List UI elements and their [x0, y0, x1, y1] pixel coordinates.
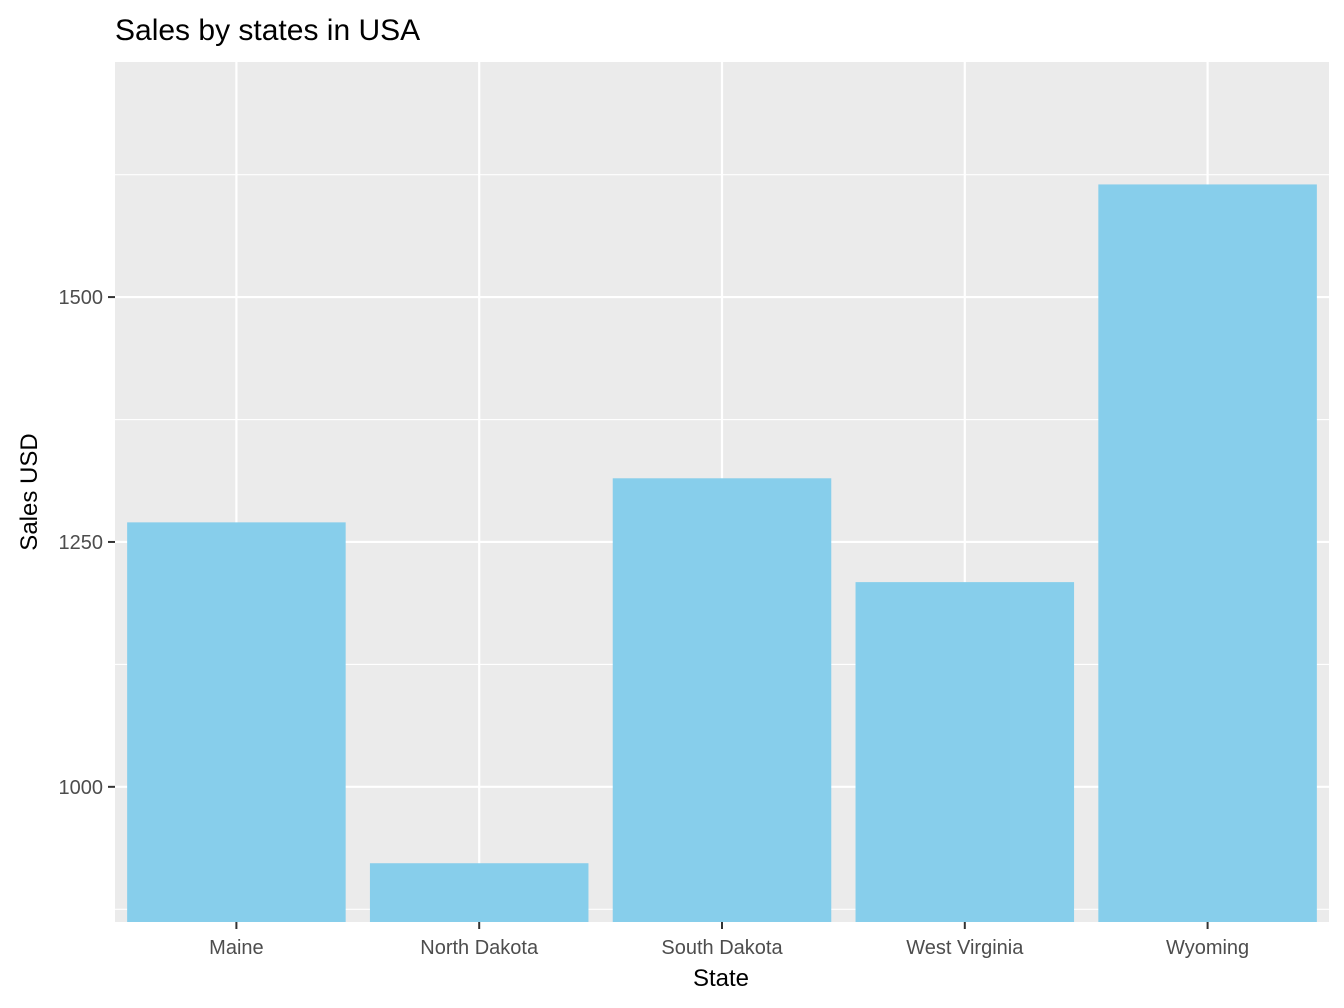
- x-tick-label: Maine: [209, 937, 263, 959]
- y-axis-title: Sales USD: [16, 433, 43, 550]
- bar-west-virginia: [855, 582, 1075, 922]
- y-tick-label: 1500: [59, 287, 104, 309]
- x-axis-title: State: [693, 965, 749, 992]
- bar-south-dakota: [612, 478, 832, 922]
- bar-wyoming: [1098, 184, 1317, 922]
- x-tick-label: North Dakota: [420, 937, 539, 959]
- y-tick-label: 1000: [59, 777, 104, 799]
- x-axis: Maine North Dakota South Dakota West Virgin…: [209, 922, 1249, 959]
- x-tick-label: West Virginia: [906, 937, 1024, 959]
- bars: [127, 184, 1317, 922]
- y-axis: 1000 1250 1500: [59, 287, 115, 799]
- chart-title: Sales by states in USA: [115, 14, 420, 47]
- bar-maine: [127, 522, 346, 922]
- bar-north-dakota: [369, 863, 589, 922]
- x-tick-label: Wyoming: [1166, 937, 1249, 959]
- y-tick-label: 1250: [59, 532, 104, 554]
- x-tick-label: South Dakota: [661, 937, 783, 959]
